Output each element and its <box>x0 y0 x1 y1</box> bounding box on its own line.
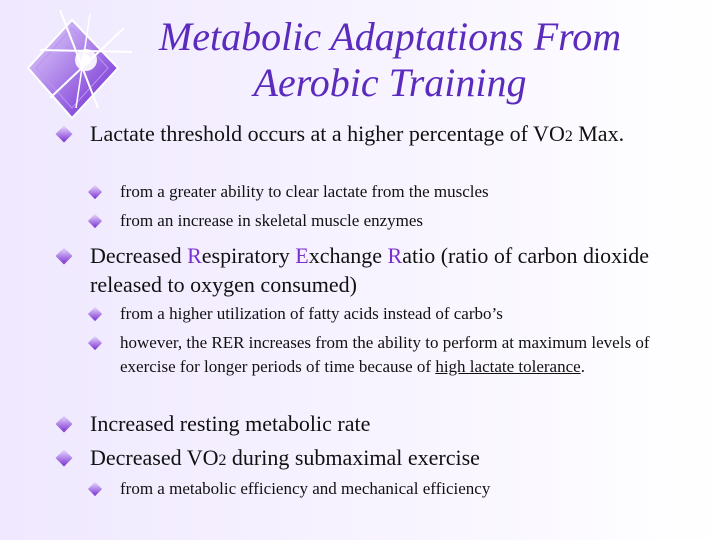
diamond-bullet-icon <box>87 481 103 497</box>
sub-bullet-clear-lactate: from a greater ability to clear lactate … <box>87 180 670 204</box>
diamond-bullet-icon <box>55 449 73 467</box>
sub-bullet-muscle-enzymes: from an increase in skeletal muscle enzy… <box>87 209 670 233</box>
bullet-lactate-threshold: Lactate threshold occurs at a higher per… <box>55 119 658 151</box>
sub-bullet-text: from an increase in skeletal muscle enzy… <box>120 211 424 230</box>
diamond-bullet-icon <box>55 247 73 265</box>
lactate-tolerance-link[interactable]: high lactate tolerance <box>435 357 581 376</box>
bullet-text: Increased resting metabolic rate <box>90 411 371 436</box>
diamond-bullet-icon <box>55 125 73 143</box>
diamond-bullet-icon <box>55 415 73 433</box>
bullet-text: Decreased Respiratory Exchange Ratio (ra… <box>90 243 650 297</box>
sub-bullet-rer-increases: however, the RER increases from the abil… <box>87 331 670 379</box>
bullet-text: Lactate threshold occurs at a higher per… <box>90 121 625 146</box>
sub-bullet-text: however, the RER increases from the abil… <box>120 333 650 376</box>
slide-title: Metabolic Adaptations From Aerobic Train… <box>158 14 622 105</box>
bullet-decreased-vo2: Decreased VO2 during submaximal exercise <box>55 443 658 475</box>
sub-bullet-text: from a metabolic efficiency and mechanic… <box>120 479 491 498</box>
bullet-text: Decreased VO2 during submaximal exercise <box>90 445 480 470</box>
sub-bullet-efficiency: from a metabolic efficiency and mechanic… <box>87 477 670 501</box>
sparkle-diamond-icon <box>26 9 133 120</box>
diamond-bullet-icon <box>87 213 103 229</box>
bullet-resting-metabolic-rate: Increased resting metabolic rate <box>55 409 658 438</box>
sub-bullet-fatty-acids: from a higher utilization of fatty acids… <box>87 302 670 326</box>
diamond-bullet-icon <box>87 306 103 322</box>
sub-bullet-text: from a greater ability to clear lactate … <box>120 182 489 201</box>
sub-bullet-text: from a higher utilization of fatty acids… <box>120 304 503 323</box>
diamond-bullet-icon <box>87 184 103 200</box>
bullet-rer: Decreased Respiratory Exchange Ratio (ra… <box>55 241 658 299</box>
diamond-bullet-icon <box>87 335 103 351</box>
